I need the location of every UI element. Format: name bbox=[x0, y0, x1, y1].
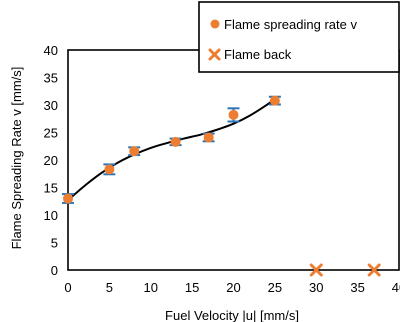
x-tick-label: 35 bbox=[350, 280, 364, 295]
fit-curve-group bbox=[67, 98, 276, 201]
x-tick-label: 0 bbox=[64, 280, 71, 295]
y-tick-label: 5 bbox=[51, 236, 58, 251]
data-point bbox=[104, 164, 115, 175]
legend: Flame spreading rate v Flame back bbox=[198, 1, 400, 73]
data-point bbox=[63, 193, 73, 204]
x-tick-label: 40 bbox=[392, 280, 400, 295]
x-axis-title: Fuel Velocity |u| [mm/s] bbox=[165, 308, 299, 322]
y-axis-title: Flame Spreading Rate v [mm/s] bbox=[9, 67, 24, 250]
y-tick-label: 40 bbox=[44, 43, 58, 58]
fit-curve bbox=[67, 98, 276, 201]
x-tick-label: 30 bbox=[309, 280, 323, 295]
data-point bbox=[269, 95, 280, 106]
data-point bbox=[228, 109, 239, 120]
x-tick-label: 15 bbox=[185, 280, 199, 295]
y-tick-label: 10 bbox=[44, 208, 58, 223]
tick-labels: 0 5 10 15 20 25 30 35 40 0 5 10 15 20 25 30 35 40 bbox=[44, 43, 400, 295]
data-point bbox=[170, 136, 181, 147]
legend-circle-marker bbox=[210, 19, 220, 29]
x-tick-label: 5 bbox=[106, 280, 113, 295]
data-point bbox=[203, 132, 214, 143]
y-tick-label: 30 bbox=[44, 98, 58, 113]
x-tick-label: 20 bbox=[226, 280, 240, 295]
y-tick-label: 35 bbox=[44, 71, 58, 86]
y-tick-label: 25 bbox=[44, 126, 58, 141]
legend-box bbox=[198, 1, 400, 73]
data-points bbox=[63, 95, 381, 277]
x-tick-label: 25 bbox=[268, 280, 282, 295]
plot-area bbox=[67, 49, 400, 271]
y-tick-label: 0 bbox=[51, 263, 58, 278]
data-point bbox=[129, 146, 140, 157]
y-tick-label: 15 bbox=[44, 181, 58, 196]
legend-x-marker bbox=[208, 48, 221, 61]
plot-frame bbox=[67, 49, 400, 271]
y-tick-label: 20 bbox=[44, 153, 58, 168]
x-tick-label: 10 bbox=[144, 280, 158, 295]
flame-back-point bbox=[367, 263, 381, 277]
error-bars bbox=[62, 95, 281, 204]
legend-label-flame-spreading-rate: Flame spreading rate v bbox=[224, 17, 357, 32]
legend-label-flame-back: Flame back bbox=[224, 47, 292, 62]
flame-back-point bbox=[309, 263, 323, 277]
